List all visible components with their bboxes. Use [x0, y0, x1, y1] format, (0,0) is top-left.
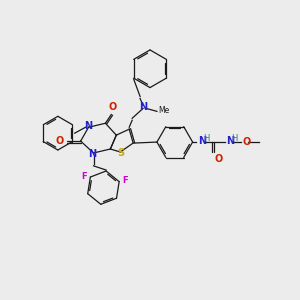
Text: H: H	[231, 134, 238, 142]
Text: F: F	[82, 172, 87, 181]
Text: O: O	[56, 136, 64, 146]
Text: N: N	[88, 149, 97, 159]
Text: N: N	[199, 136, 207, 146]
Text: O: O	[242, 137, 250, 147]
Text: O: O	[214, 154, 223, 164]
Text: O: O	[108, 102, 116, 112]
Text: F: F	[122, 176, 128, 185]
Text: Me: Me	[158, 106, 169, 115]
Text: H: H	[203, 134, 210, 142]
Text: N: N	[139, 102, 147, 112]
Text: S: S	[118, 148, 125, 158]
Text: N: N	[85, 121, 93, 131]
Text: N: N	[226, 136, 234, 146]
